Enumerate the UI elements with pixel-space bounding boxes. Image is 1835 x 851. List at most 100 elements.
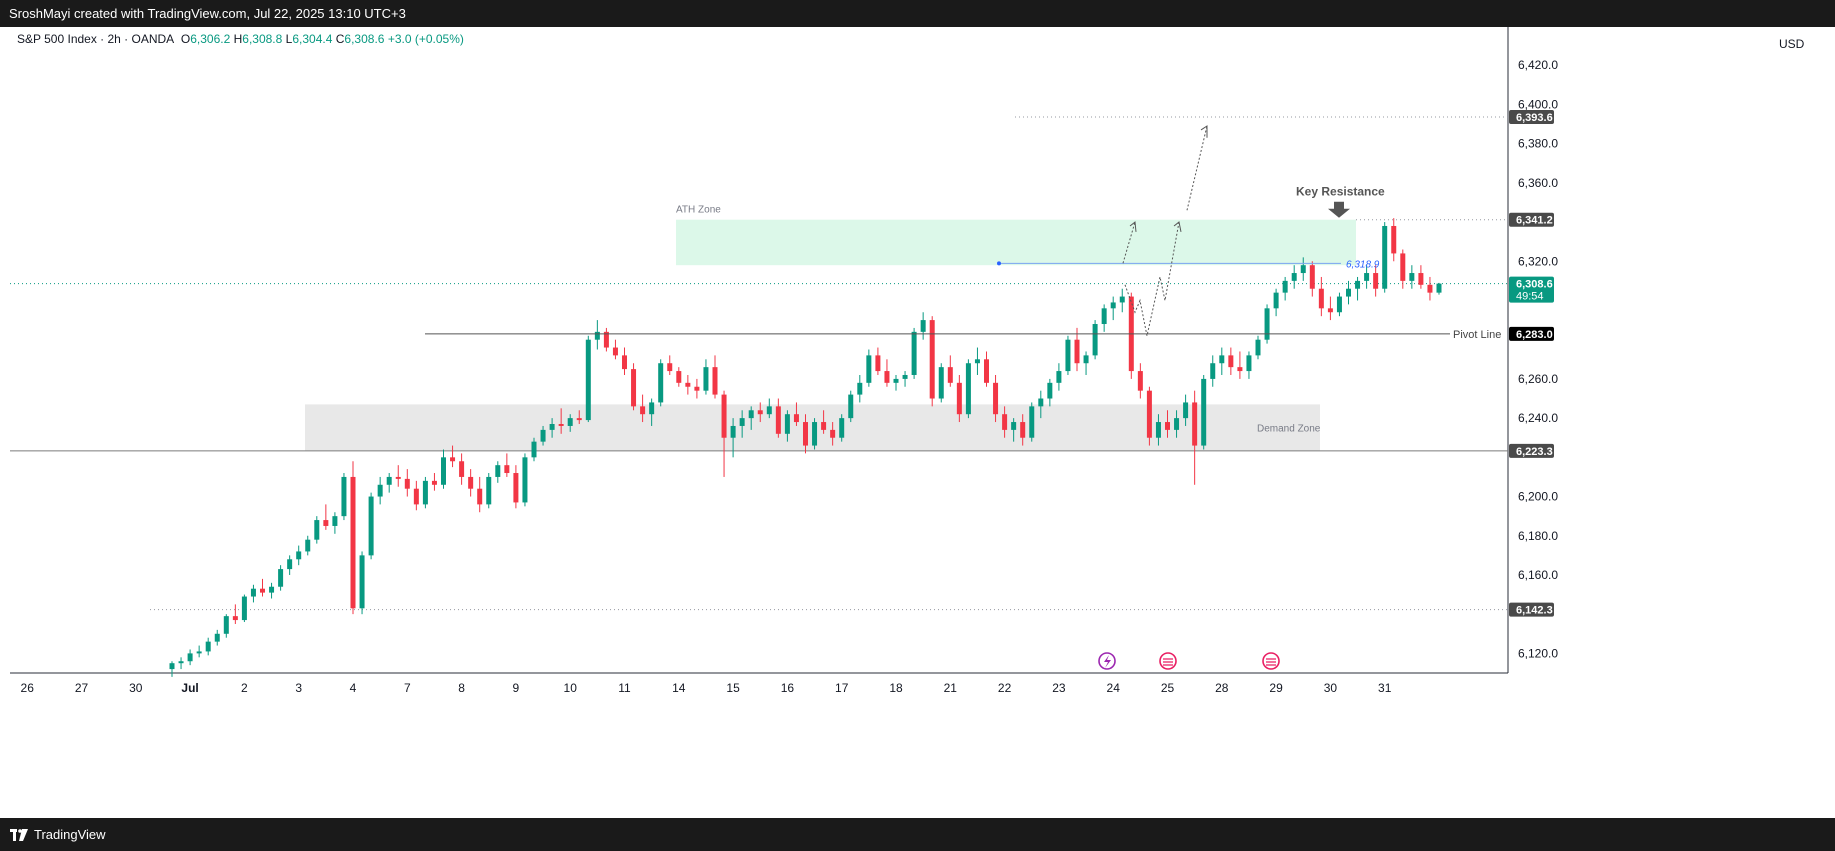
candle-body[interactable]	[1137, 371, 1143, 391]
candle-body[interactable]	[585, 339, 591, 421]
candle-body[interactable]	[676, 371, 682, 383]
candle-body[interactable]	[459, 461, 465, 477]
us-flag-event-icon[interactable]	[1159, 652, 1177, 670]
candle-body[interactable]	[594, 331, 600, 340]
candle-body[interactable]	[821, 422, 827, 430]
candle-body[interactable]	[441, 457, 446, 485]
candle-body[interactable]	[359, 555, 365, 609]
price-badge[interactable]	[1509, 602, 1554, 617]
candle-body[interactable]	[712, 367, 718, 395]
candle-body[interactable]	[377, 484, 383, 497]
candle-body[interactable]	[341, 476, 347, 517]
candle-body[interactable]	[603, 331, 609, 348]
candle-body[interactable]	[540, 429, 546, 442]
candle-body[interactable]	[1246, 355, 1252, 372]
candle-body[interactable]	[884, 371, 890, 383]
candle-body[interactable]	[775, 406, 781, 434]
price-badge[interactable]	[1509, 109, 1554, 124]
candle-body[interactable]	[395, 476, 401, 479]
candle-body[interactable]	[1092, 324, 1098, 356]
candle-body[interactable]	[757, 410, 763, 415]
price-badge[interactable]	[1509, 443, 1554, 458]
candle-body[interactable]	[431, 480, 437, 485]
candle-body[interactable]	[947, 367, 953, 383]
candle-body[interactable]	[531, 441, 537, 458]
candle-body[interactable]	[1228, 355, 1234, 368]
candle-body[interactable]	[911, 331, 917, 375]
candle-body[interactable]	[1436, 283, 1442, 293]
candle-body[interactable]	[1327, 308, 1333, 313]
candle-body[interactable]	[812, 422, 818, 446]
candle-body[interactable]	[495, 465, 501, 477]
candle-body[interactable]	[1400, 253, 1406, 281]
price-badge[interactable]	[1509, 326, 1554, 341]
candle-body[interactable]	[1119, 296, 1125, 303]
candle-body[interactable]	[450, 457, 456, 462]
candle-body[interactable]	[350, 476, 356, 609]
candle-body[interactable]	[984, 359, 989, 383]
candle-body[interactable]	[784, 414, 790, 434]
price-badge[interactable]	[1509, 276, 1554, 303]
candle-body[interactable]	[404, 478, 410, 489]
candle-body[interactable]	[902, 374, 908, 379]
us-flag-event-icon[interactable]	[1262, 652, 1280, 670]
candle-body[interactable]	[178, 661, 184, 664]
candle-body[interactable]	[1074, 339, 1080, 364]
candle-body[interactable]	[1047, 382, 1053, 399]
candle-body[interactable]	[1382, 225, 1388, 289]
candle-body[interactable]	[323, 520, 329, 526]
tradingview-logo[interactable]: TradingView	[10, 818, 106, 851]
candle-body[interactable]	[830, 429, 836, 438]
candle-body[interactable]	[250, 588, 256, 597]
candle-body[interactable]	[839, 418, 845, 438]
candle-body[interactable]	[612, 347, 618, 356]
candle-body[interactable]	[965, 363, 971, 415]
candle-body[interactable]	[956, 382, 962, 415]
candle-body[interactable]	[766, 406, 772, 415]
candle-body[interactable]	[658, 363, 664, 403]
candle-body[interactable]	[504, 465, 510, 474]
candle-body[interactable]	[214, 633, 220, 642]
candle-body[interactable]	[1318, 288, 1324, 309]
candle-body[interactable]	[332, 516, 338, 526]
candle-body[interactable]	[866, 355, 872, 383]
candle-body[interactable]	[929, 320, 935, 399]
candle-body[interactable]	[685, 382, 691, 387]
candle-body[interactable]	[1336, 296, 1342, 313]
candle-body[interactable]	[413, 488, 419, 505]
candle-body[interactable]	[649, 402, 655, 415]
ath-zone[interactable]	[676, 219, 1356, 266]
candle-body[interactable]	[1056, 371, 1062, 383]
candle-body[interactable]	[1291, 273, 1297, 281]
candle-body[interactable]	[1020, 422, 1026, 438]
candle-body[interactable]	[1101, 308, 1107, 325]
candle-body[interactable]	[1110, 302, 1116, 309]
candle-body[interactable]	[513, 473, 519, 503]
candle-body[interactable]	[1282, 280, 1288, 293]
candle-body[interactable]	[1038, 398, 1044, 407]
candle-body[interactable]	[567, 418, 573, 426]
candle-body[interactable]	[232, 616, 238, 621]
candle-body[interactable]	[1146, 390, 1152, 438]
candle-body[interactable]	[422, 480, 428, 505]
candle-body[interactable]	[640, 406, 646, 415]
candle-body[interactable]	[187, 653, 193, 662]
candle-body[interactable]	[576, 418, 582, 421]
candle-body[interactable]	[739, 418, 745, 426]
candle-body[interactable]	[287, 559, 293, 570]
candle-body[interactable]	[1427, 284, 1433, 293]
candle-body[interactable]	[938, 367, 944, 399]
candle-body[interactable]	[730, 425, 736, 438]
candle-body[interactable]	[1273, 292, 1279, 309]
candle-body[interactable]	[1201, 378, 1207, 446]
candle-body[interactable]	[1155, 422, 1161, 438]
candle-body[interactable]	[1364, 273, 1370, 281]
candle-body[interactable]	[1219, 355, 1225, 364]
candle-body[interactable]	[305, 539, 311, 552]
candle-body[interactable]	[1409, 273, 1415, 281]
candle-body[interactable]	[993, 382, 999, 415]
candle-body[interactable]	[1029, 406, 1035, 438]
chart-svg[interactable]: Demand Zone ATH Zone Pivot Line 6,318.9 Key …	[10, 27, 1825, 818]
candle-body[interactable]	[196, 651, 202, 654]
candle-body[interactable]	[1264, 308, 1270, 340]
